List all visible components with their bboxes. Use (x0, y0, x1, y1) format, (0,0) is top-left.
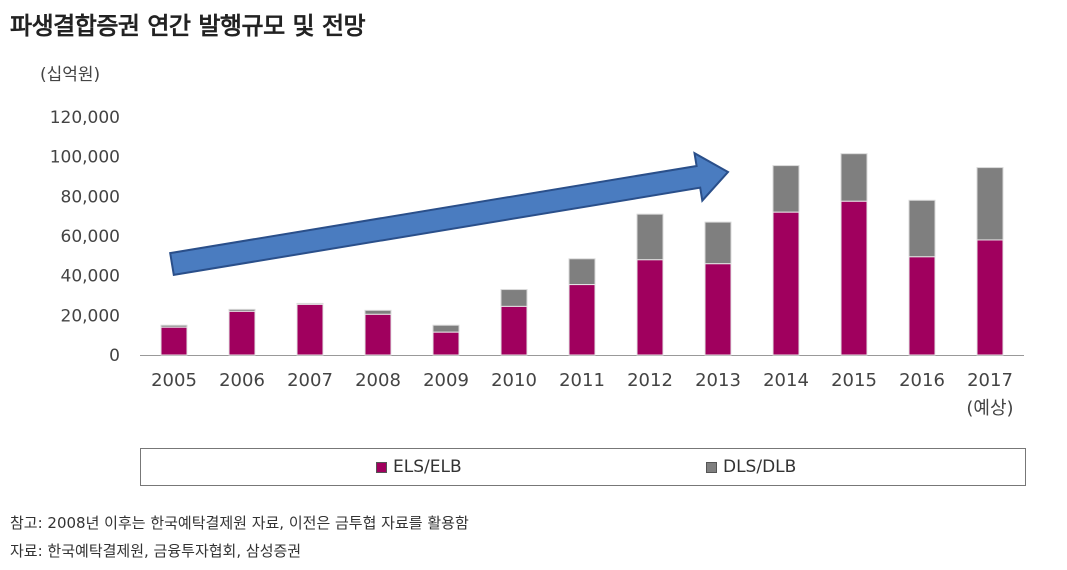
x-tick-label: 2009 (423, 370, 469, 391)
x-tick-label: 2006 (219, 370, 265, 391)
bar-els-2011 (568, 284, 596, 356)
bar-els-2017 (976, 239, 1004, 356)
bar-els-2013 (704, 263, 732, 356)
legend-label-els: ELS/ELB (393, 457, 462, 477)
reference-note: 참고: 2008년 이후는 한국예탁결제원 자료, 이전은 금투협 자료를 활용… (10, 514, 469, 532)
x-tick-label: 2014 (763, 370, 809, 391)
x-tick-label: 2016 (899, 370, 945, 391)
bar-els-2009 (432, 331, 460, 356)
y-tick-label: 120,000 (50, 108, 120, 128)
bar-dls-2010 (500, 289, 528, 307)
bar-els-2015 (840, 200, 868, 356)
bar-dls-2011 (568, 258, 596, 286)
y-axis-unit-label: (십억원) (40, 65, 101, 85)
x-tick-label: 2011 (559, 370, 605, 391)
y-tick-label: 0 (109, 346, 120, 366)
legend-swatch-els (376, 461, 387, 473)
bar-dls-2012 (636, 213, 664, 261)
bar-dls-2014 (772, 165, 800, 213)
y-tick-label: 40,000 (61, 267, 120, 287)
bar-els-2007 (296, 303, 324, 356)
x-tick-label: 2015 (831, 370, 877, 391)
x-tick-sublabel: (예상) (966, 398, 1013, 419)
source-note: 자료: 한국예탁결제원, 금융투자협회, 삼성증권 (10, 542, 302, 560)
y-tick-label: 80,000 (61, 187, 120, 207)
y-tick-label: 60,000 (61, 227, 120, 247)
bar-els-2016 (908, 256, 936, 356)
x-tick-label: 2008 (355, 370, 401, 391)
bar-els-2014 (772, 211, 800, 356)
x-tick-label: 2017 (967, 370, 1013, 391)
legend-item-els: ELS/ELB (376, 457, 462, 477)
legend-label-dls: DLS/DLB (723, 457, 797, 477)
legend-swatch-dls (706, 461, 717, 473)
bar-els-2008 (364, 313, 392, 356)
bar-els-2010 (500, 305, 528, 356)
bar-els-2006 (228, 310, 256, 356)
x-tick-label: 2007 (287, 370, 333, 391)
y-tick-label: 20,000 (61, 306, 120, 326)
bar-dls-2008 (364, 309, 392, 315)
trend-arrow (169, 151, 730, 277)
bar-dls-2013 (704, 221, 732, 265)
chart-legend: ELS/ELB DLS/DLB (140, 448, 1026, 486)
x-tick-label: 2013 (695, 370, 741, 391)
x-tick-label: 2012 (627, 370, 673, 391)
bar-dls-2009 (432, 324, 460, 333)
y-tick-label: 100,000 (50, 148, 120, 168)
bar-chart: 0 20,000 40,000 60,000 80,000 100,000 120,000 2… (50, 108, 1024, 419)
x-tick-label: 2010 (491, 370, 537, 391)
bar-dls-2016 (908, 199, 936, 258)
bar-dls-2015 (840, 153, 868, 202)
legend-item-dls: DLS/DLB (706, 457, 796, 477)
bar-els-2005 (160, 326, 188, 356)
x-tick-label: 2005 (151, 370, 197, 391)
bar-dls-2017 (976, 167, 1004, 241)
chart-title: 파생결합증권 연간 발행규모 및 전망 (10, 12, 366, 40)
bar-els-2012 (636, 259, 664, 356)
